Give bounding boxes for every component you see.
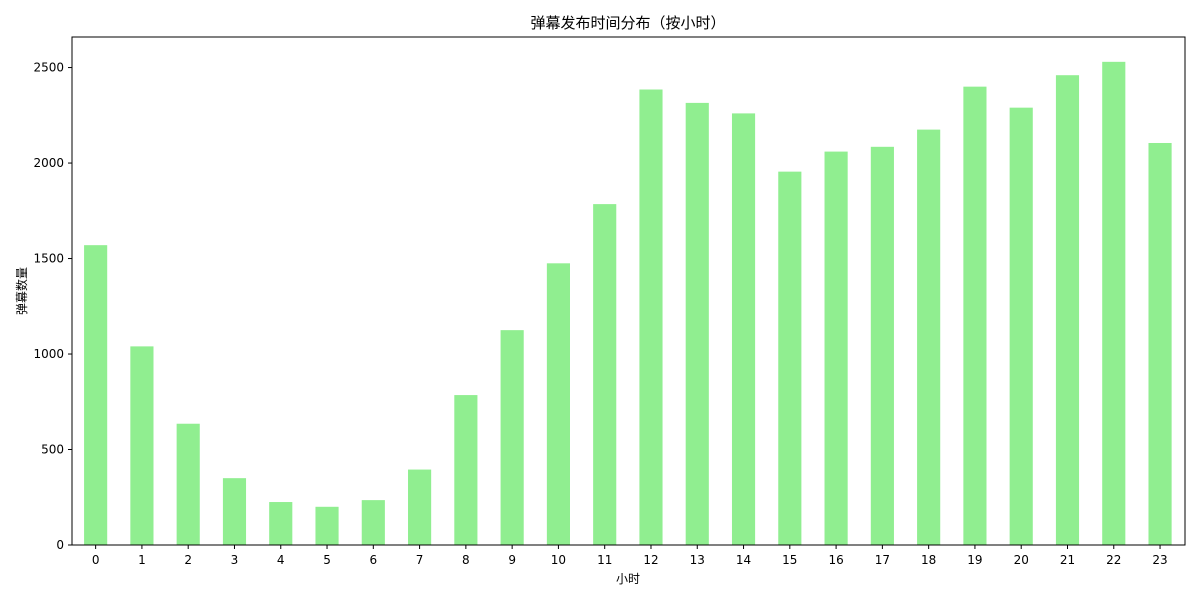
x-tick-label: 21 [1060,553,1075,567]
x-tick-label: 11 [597,553,612,567]
x-tick-label: 12 [643,553,658,567]
x-tick-label: 22 [1106,553,1121,567]
x-tick-label: 4 [277,553,285,567]
x-tick-label: 1 [138,553,146,567]
x-tick-label: 5 [323,553,331,567]
bar-hour-20 [1009,107,1033,545]
bar-hour-13 [685,102,709,545]
x-tick-label: 20 [1014,553,1029,567]
bar-hour-2 [176,423,200,545]
bar-hour-21 [1055,75,1080,545]
bar-hour-15 [778,171,802,545]
x-tick-label: 14 [736,553,751,567]
bar-hour-16 [824,151,848,545]
bar-hour-1 [130,346,154,545]
x-tick-label: 23 [1152,553,1167,567]
bar-hour-22 [1102,61,1126,545]
x-tick-label: 10 [551,553,566,567]
x-tick-label: 15 [782,553,797,567]
chart-title: 弹幕发布时间分布（按小时） [530,14,725,32]
bars-group [84,61,1172,546]
x-tick-label: 6 [369,553,377,567]
bar-hour-17 [870,146,894,545]
y-tick-label: 1000 [33,347,64,361]
y-tick-label: 2500 [33,61,64,75]
x-tick-label: 0 [92,553,100,567]
x-tick-label: 7 [416,553,424,567]
bar-hour-3 [222,478,247,545]
bar-hour-4 [269,502,293,545]
x-tick-label: 2 [184,553,192,567]
x-tick-label: 16 [828,553,843,567]
x-tick-label: 17 [875,553,890,567]
x-tick-label: 18 [921,553,936,567]
bar-hour-23 [1148,142,1172,546]
bar-hour-12 [639,89,663,546]
bar-hour-10 [546,263,570,545]
y-axis-ticks: 0 500 1000 1500 2000 2500 [33,61,72,552]
bar-hour-18 [917,129,941,545]
x-axis-label: 小时 [616,572,640,586]
bar-hour-19 [963,86,987,546]
x-tick-label: 8 [462,553,470,567]
x-axis-ticks: 0 1 2 3 4 5 6 7 8 9 10 11 12 13 14 15 16 17 18 19 20 21 22 23 [92,545,1168,567]
x-tick-label: 9 [508,553,516,567]
bar-hour-11 [593,204,617,546]
bar-hour-5 [315,506,339,545]
y-tick-label: 500 [41,443,64,457]
bar-hour-7 [408,469,432,545]
y-tick-label: 1500 [33,252,64,266]
x-tick-label: 3 [231,553,239,567]
x-tick-label: 13 [690,553,705,567]
y-axis-label: 弹幕数量 [14,267,29,315]
bar-hour-0 [84,245,108,546]
bar-hour-8 [454,395,478,545]
x-tick-label: 19 [967,553,982,567]
y-tick-label: 0 [56,538,64,552]
bar-hour-6 [361,500,385,545]
y-tick-label: 2000 [33,156,64,170]
plot-frame [71,36,1186,546]
bar-hour-9 [500,330,524,545]
bar-hour-14 [731,113,756,545]
